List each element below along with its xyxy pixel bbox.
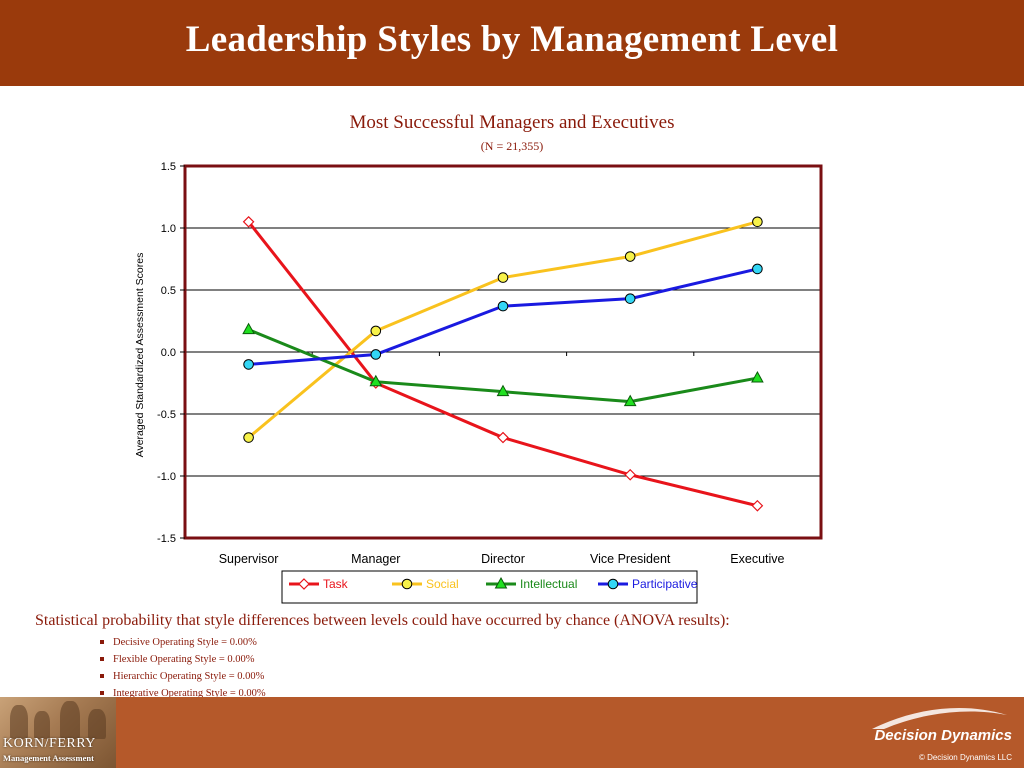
data-point [369,374,383,387]
y-axis-label: Averaged Standardized Assessment Scores [134,253,146,458]
chart-title: Most Successful Managers and Executives [349,112,675,133]
data-point [370,325,382,337]
y-tick-label: 1.0 [161,223,176,235]
legend-label: Intellectual [520,577,577,591]
data-point [494,576,508,589]
legend-box [281,570,698,604]
series-intellectual [242,322,764,407]
logo-text: KORN/FERRY [3,736,96,751]
series-line [247,220,758,439]
series-participative [243,263,763,370]
data-point [243,432,254,443]
series-task [242,215,764,512]
silhouette-figure [10,705,28,739]
data-point [370,349,382,360]
data-point [751,499,764,512]
x-tick-label: Manager [351,552,400,566]
swoosh-icon [872,707,1007,729]
list-item-text: Integrative Operating Style = 0.00% [113,688,266,699]
data-point [751,371,764,383]
bullet-icon [100,639,104,644]
y-axis-ticks: 1.5 1.0 0.5 0.0 -0.5 -1.0 -1.5 [157,161,185,545]
bullet-icon [100,656,104,661]
page-title: Leadership Styles by Management Level [185,19,839,60]
y-tick-label: 0.5 [161,285,176,297]
data-point [243,359,254,370]
y-tick-label: -0.5 [157,409,176,421]
data-point [401,578,413,590]
legend-label: Social [426,577,459,591]
data-point [497,431,509,444]
y-tick-label: -1.0 [157,471,176,483]
data-series [242,215,764,512]
x-axis-ticks: Supervisor Manager Director Vice President E… [219,352,785,566]
data-point [496,384,510,397]
list-item: Flexible Operating Style = 0.00% [100,651,266,668]
silhouette-figure [60,701,80,739]
anova-results-list: Decisive Operating Style = 0.00% Flexibl… [100,634,266,702]
legend: Task Social Intellectual Participative [281,570,698,604]
brand-name: Decision Dynamics [874,727,1012,744]
silhouette-figure [88,709,106,739]
data-point [624,468,637,481]
logo-subtext: Management Assessment [3,753,94,763]
legend-item-social: Social [392,577,459,591]
data-point [624,251,636,262]
data-point [624,293,636,304]
x-tick-label: Director [481,552,525,566]
bullet-icon [100,690,104,695]
x-tick-label: Supervisor [219,552,279,566]
list-item: Hierarchic Operating Style = 0.00% [100,668,266,685]
series-line [247,220,758,508]
data-point [752,263,763,275]
korn-ferry-logo: KORN/FERRY Management Assessment [0,697,116,768]
data-point [497,300,509,312]
legend-item-participative: Participative [598,577,698,591]
series-social [243,216,763,443]
data-point [242,322,255,335]
list-item-text: Flexible Operating Style = 0.00% [113,654,255,665]
data-point [752,216,763,228]
line-chart: 1.5 1.0 0.5 0.0 -0.5 -1.0 -1.5 Supervisor Manag… [134,161,823,604]
x-tick-label: Executive [730,552,784,566]
legend-label: Participative [632,577,698,591]
data-point [623,394,637,407]
data-point [298,578,310,590]
gridlines [185,227,821,477]
list-item: Decisive Operating Style = 0.00% [100,634,266,651]
silhouette-figure [34,711,50,739]
copyright-text: © Decision Dynamics LLC [918,753,1012,762]
y-tick-label: 0.0 [161,347,176,359]
bullet-icon [100,673,104,678]
list-item-text: Decisive Operating Style = 0.00% [113,637,257,648]
title-banner: Leadership Styles by Management Level [0,0,1024,86]
data-point [242,215,255,228]
data-point [607,578,619,590]
x-tick-label: Vice President [590,552,671,566]
list-item: Integrative Operating Style = 0.00% [100,685,266,702]
y-tick-label: -1.5 [157,533,176,545]
data-point [497,272,509,283]
y-tick-label: 1.5 [161,161,176,173]
anova-heading: Statistical probability that style diffe… [35,612,730,629]
footer-bar: KORN/FERRY Management Assessment Decisio… [0,697,1024,768]
chart-subtitle: (N = 21,355) [480,139,544,153]
legend-item-task: Task [289,577,349,591]
list-item-text: Hierarchic Operating Style = 0.00% [113,671,265,682]
legend-label: Task [323,577,349,591]
legend-item-intellectual: Intellectual [486,576,577,591]
